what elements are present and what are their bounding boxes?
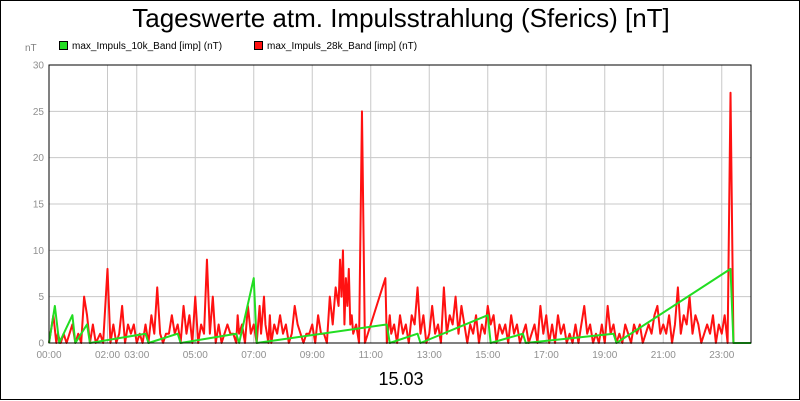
legend-item-28k-band: max_Impuls_28k_Band [imp] (nT) (254, 40, 418, 52)
x-tick-layer: 00:00 02:00 03:00 05:00 07:00 09:00 11:00 13:00… (36, 350, 734, 361)
x-tick-label: 05:00 (183, 350, 208, 361)
x-tick-label: 23:00 (709, 350, 734, 361)
x-tick-label: 00:00 (36, 350, 61, 361)
x-tick-label: 21:00 (651, 350, 676, 361)
legend-swatch-28k-icon (254, 40, 263, 50)
legend-label-28k-band: max_Impuls_28k_Band [imp] (nT) (267, 41, 418, 52)
chart-title: Tageswerte atm. Impulsstrahlung (Sferics… (132, 3, 670, 33)
x-tick-label: 17:00 (534, 350, 559, 361)
y-tick-label: 0 (38, 339, 44, 350)
y-tick-layer: 0 5 10 15 20 25 30 (33, 61, 45, 350)
legend-swatch-10k-icon (59, 40, 68, 50)
x-tick-label: 13:00 (417, 350, 442, 361)
x-tick-label: 02:00 (95, 350, 120, 361)
x-tick-label: 19:00 (592, 350, 617, 361)
y-axis-unit-label: nT (25, 43, 37, 54)
x-tick-label: 09:00 (300, 350, 325, 361)
y-tick-label: 10 (33, 246, 45, 257)
series-line-28k-band (48, 91, 751, 344)
y-tick-label: 25 (33, 107, 45, 118)
x-tick-label: 03:00 (124, 350, 149, 361)
legend-label-10k-band: max_Impuls_10k_Band [imp] (nT) (72, 41, 223, 52)
y-tick-label: 15 (33, 200, 45, 211)
series-line-10k-band (48, 267, 751, 344)
y-tick-label: 5 (38, 292, 44, 303)
y-tick-label: 30 (33, 61, 45, 72)
legend-item-10k-band: max_Impuls_10k_Band [imp] (nT) (59, 40, 223, 52)
series-layer (48, 91, 751, 344)
x-tick-label: 11:00 (359, 350, 384, 361)
y-tick-label: 20 (33, 153, 45, 164)
x-tick-label: 07:00 (241, 350, 266, 361)
grid-layer (48, 64, 751, 344)
x-axis-date-label: 15.03 (378, 369, 424, 389)
plot-border (48, 64, 752, 344)
x-tick-label: 15:00 (475, 350, 500, 361)
